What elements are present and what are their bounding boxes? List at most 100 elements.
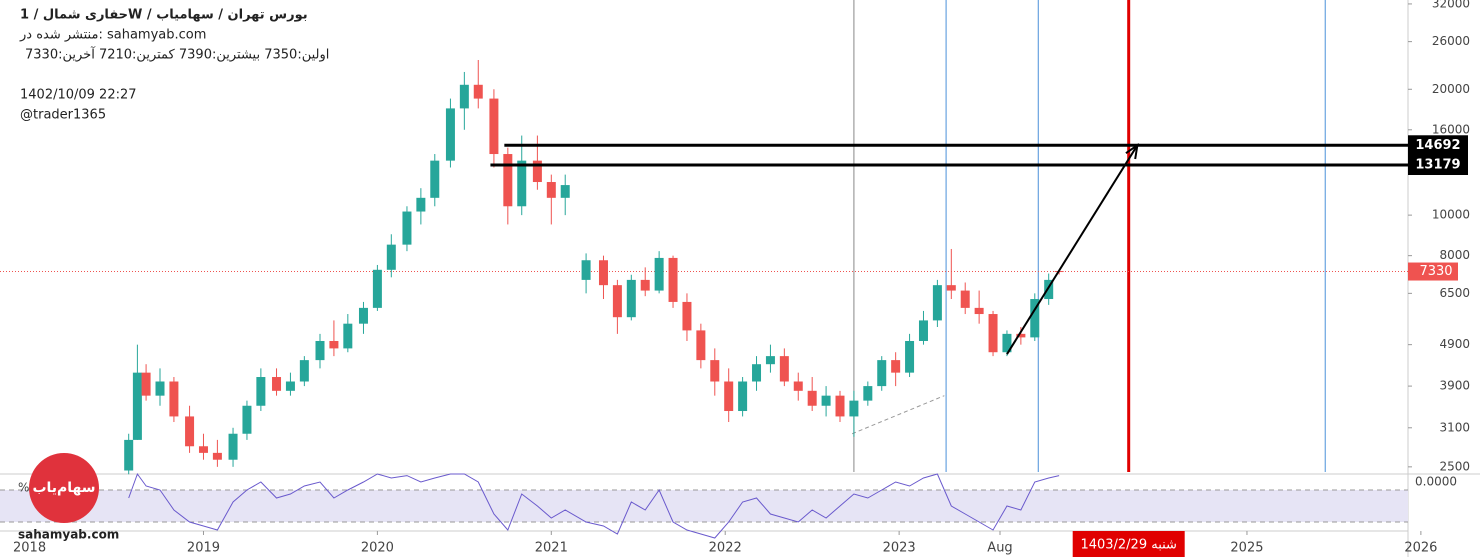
y-tick-label: 3100 <box>1439 420 1470 434</box>
candle-body <box>124 439 134 471</box>
candle-body <box>242 405 252 434</box>
y-tick-label: 2500 <box>1439 459 1470 473</box>
candle-body <box>532 160 542 183</box>
x-tick-label: 2019 <box>187 541 220 556</box>
candle-body <box>710 360 720 382</box>
candle-body <box>960 290 970 308</box>
candle-body <box>988 314 998 353</box>
candle-body <box>517 160 527 207</box>
x-tick-label: 2025 <box>1230 541 1263 556</box>
candle-body <box>489 98 499 155</box>
candle-body <box>212 452 222 460</box>
candle-body <box>132 372 142 440</box>
candle-body <box>682 301 692 331</box>
candle-body <box>581 260 591 280</box>
candle-body <box>849 400 859 417</box>
y-tick-label: 20000 <box>1432 82 1470 96</box>
candle-body <box>932 285 942 321</box>
candle-body <box>358 307 368 324</box>
candle-body <box>1016 333 1026 338</box>
x-tick-label: Aug <box>987 541 1012 556</box>
candle-body <box>445 108 455 161</box>
candle-body <box>724 381 734 412</box>
candle-body <box>779 356 789 382</box>
candle-body <box>752 364 762 382</box>
candle-body <box>918 320 928 341</box>
candle-body <box>738 381 748 412</box>
price-box <box>1408 135 1468 156</box>
y-tick-label: 8000 <box>1439 248 1470 262</box>
candle-body <box>503 154 513 207</box>
candle-body <box>905 340 915 373</box>
candle-body <box>402 211 412 245</box>
x-tick-label: 2026 <box>1404 541 1437 556</box>
candle-body <box>1030 299 1040 338</box>
y-tick-label: 6500 <box>1439 286 1470 300</box>
title: حفاری شمال / 1W / بورس تهران / سهامیاب <box>20 8 308 23</box>
candle-body <box>169 381 179 417</box>
candle-body <box>185 416 195 447</box>
dashed-trendline <box>851 395 945 435</box>
x-tick-label: 2020 <box>361 541 394 556</box>
candle-body <box>1044 279 1054 300</box>
y-tick-label: 32000 <box>1432 0 1470 10</box>
date-label: 1403/2/29 شنبه <box>1080 538 1177 553</box>
last-price-box <box>1408 262 1458 281</box>
candle-body <box>198 446 208 453</box>
candle-body <box>272 377 282 391</box>
candle-body <box>430 160 440 198</box>
candle-body <box>473 84 483 99</box>
candle-body <box>546 182 556 198</box>
candle-body <box>835 395 845 417</box>
candle-body <box>640 279 650 291</box>
candle-body <box>821 395 831 406</box>
candle-body <box>654 257 664 291</box>
published: منتشر شده در: sahamyab.com <box>19 28 206 43</box>
candle-body <box>141 372 151 396</box>
date-label-box <box>1072 531 1185 557</box>
candle-body <box>793 381 803 391</box>
candle-body <box>598 260 608 286</box>
x-tick-label: 2023 <box>883 541 916 556</box>
candle-body <box>228 433 238 460</box>
candle-body <box>299 360 309 382</box>
candle-body <box>765 356 775 365</box>
indicator-line <box>128 472 1060 539</box>
candle-body <box>416 197 426 212</box>
indicator-label: 0.0000 <box>1415 475 1457 489</box>
candle-body <box>1002 333 1012 353</box>
indicator-unit: % <box>18 481 29 495</box>
x-tick-label: 2021 <box>535 541 568 556</box>
timestamp: 1402/10/09 22:27 <box>20 88 137 103</box>
ohlc-text: اولین:7350 بیشترین:7390 کمترین:7210 آخری… <box>25 46 329 63</box>
candle-body <box>285 381 295 391</box>
candle-body <box>696 330 706 361</box>
candle-body <box>863 386 873 401</box>
candle-body <box>560 185 570 198</box>
candle-body <box>807 390 817 406</box>
candle-body <box>626 279 636 318</box>
logo-text: سهام‌یاب <box>32 480 95 496</box>
price-box-label: 14692 <box>1415 138 1460 153</box>
candle-body <box>974 307 984 315</box>
arrow-head <box>1125 142 1139 160</box>
candle-body <box>459 84 469 109</box>
candle-body <box>372 269 382 308</box>
arrow <box>1006 144 1139 355</box>
last-price-label: 7330 <box>1419 264 1452 279</box>
y-tick-label: 3900 <box>1439 379 1470 393</box>
author: @trader1365 <box>20 108 106 123</box>
x-tick-label: 2018 <box>13 541 46 556</box>
y-tick-label: 4900 <box>1439 337 1470 351</box>
x-tick-label: 2022 <box>709 541 742 556</box>
candle-body <box>343 323 353 349</box>
watermark: sahamyab.com <box>18 528 119 542</box>
price-box <box>1408 155 1468 176</box>
candle-body <box>946 285 956 291</box>
candle-body <box>891 360 901 373</box>
candle-body <box>612 285 622 318</box>
candle-body <box>155 381 165 396</box>
y-tick-label: 10000 <box>1432 208 1470 222</box>
